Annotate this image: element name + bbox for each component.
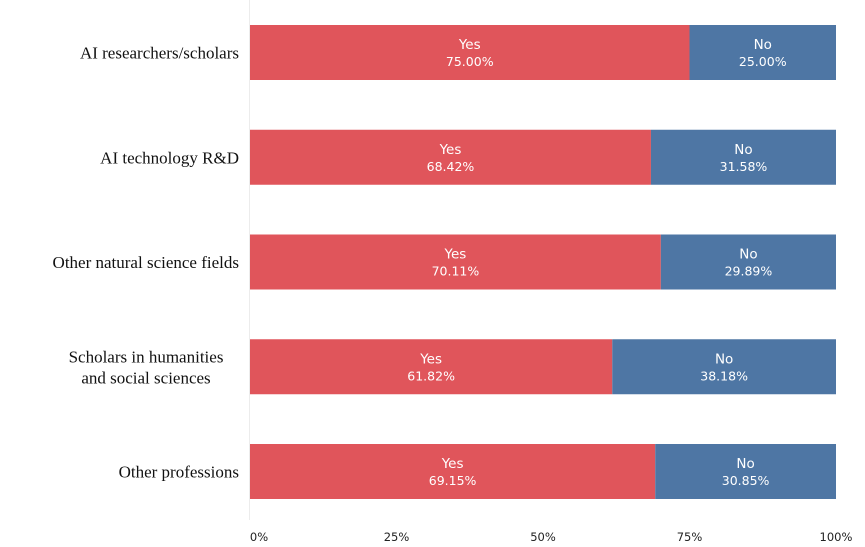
bar-label-value-yes-3: 61.82%	[407, 368, 455, 383]
bar-segment-yes-1	[250, 129, 651, 185]
bar-label-name-yes-3: Yes	[419, 351, 442, 367]
category-label-line: AI researchers/scholars	[80, 44, 239, 63]
bar-label-name-yes-1: Yes	[439, 142, 462, 158]
bar-label-value-no-4: 30.85%	[722, 473, 770, 488]
bar-label-name-yes-0: Yes	[458, 37, 481, 53]
bar-label-value-no-3: 38.18%	[700, 368, 748, 383]
bar-label-name-yes-2: Yes	[444, 247, 467, 263]
bar-segment-no-4	[655, 444, 836, 499]
category-label-1: AI technology R&D	[100, 148, 239, 167]
category-label-line: and social sciences	[81, 368, 210, 387]
bar-label-value-no-1: 31.58%	[720, 159, 768, 174]
bar-segment-no-3	[612, 339, 836, 395]
bar-label-name-no-0: No	[754, 37, 772, 53]
category-label-line: AI technology R&D	[100, 148, 239, 167]
bar-segment-yes-2	[250, 234, 661, 290]
bar-label-name-no-3: No	[715, 351, 733, 367]
bar-segment-no-2	[660, 234, 836, 290]
x-axis-ticks: 0% 25% 50% 75% 100%	[250, 530, 853, 544]
bar-label-value-yes-1: 68.42%	[427, 159, 475, 174]
x-tick-label-2: 50%	[530, 530, 556, 544]
category-label-2: Other natural science fields	[53, 253, 239, 272]
category-label-4: Other professions	[119, 463, 239, 482]
bar-label-name-no-1: No	[734, 142, 752, 158]
bar-label-name-no-2: No	[739, 247, 757, 263]
bars-group: Yes75.00%No25.00%Yes68.42%No31.58%Yes70.…	[250, 25, 836, 499]
bar-segment-no-0	[689, 25, 836, 80]
category-labels: AI researchers/scholars AI technology R&D…	[53, 44, 239, 482]
bar-segment-yes-4	[250, 444, 656, 499]
bar-label-value-yes-4: 69.15%	[429, 473, 477, 488]
category-label-line: Other professions	[119, 463, 239, 482]
x-tick-label-0: 0%	[250, 530, 268, 544]
bar-label-value-no-0: 25.00%	[739, 54, 787, 69]
x-tick-label-4: 100%	[820, 530, 853, 544]
category-label-line: Other natural science fields	[53, 253, 239, 272]
bar-segment-yes-0	[250, 25, 690, 80]
bar-label-value-no-2: 29.89%	[725, 264, 773, 279]
category-label-line: Scholars in humanities	[69, 347, 224, 366]
x-tick-label-1: 25%	[384, 530, 410, 544]
category-label-3: Scholars in humanities and social science…	[69, 347, 224, 387]
bar-label-name-yes-4: Yes	[441, 456, 464, 472]
bar-label-value-yes-0: 75.00%	[446, 54, 494, 69]
bar-segment-yes-3	[250, 339, 613, 395]
bar-segment-no-1	[650, 129, 836, 185]
x-tick-label-3: 75%	[677, 530, 703, 544]
category-label-0: AI researchers/scholars	[80, 44, 239, 63]
bar-label-value-yes-2: 70.11%	[432, 264, 480, 279]
bar-label-name-no-4: No	[736, 456, 754, 472]
